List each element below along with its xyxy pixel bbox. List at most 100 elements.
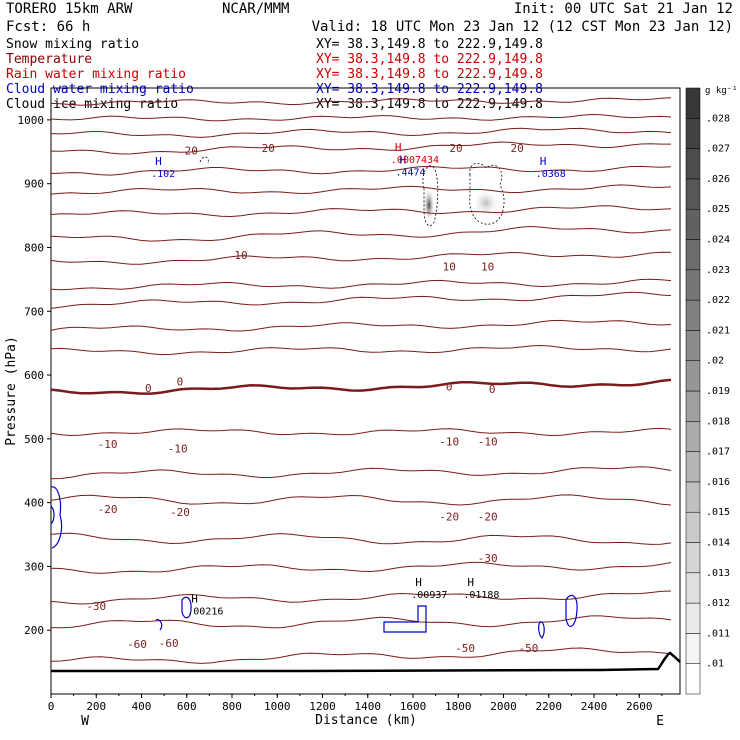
maximum-value: .01188 (463, 590, 499, 601)
colorbar-cell (685, 208, 701, 240)
isotherm-line (50, 466, 672, 480)
y-axis-title: Pressure (hPa) (4, 336, 19, 446)
legend-xy: XY= 38.3,149.8 to 222.9,149.8 (316, 97, 543, 112)
isotherm-label: -30 (86, 600, 106, 613)
isotherm-label: -60 (127, 638, 147, 651)
plot-frame (50, 87, 681, 695)
y-tick-label: 700 (24, 305, 44, 318)
maximum-value: .102 (151, 169, 175, 180)
colorbar-cell (685, 330, 701, 361)
colorbar-tick-label: .021 (706, 325, 730, 336)
isotherm-line (50, 113, 672, 122)
isotherm-label: -20 (98, 503, 118, 516)
y-tick-label: 1000 (18, 114, 45, 127)
isotherm-line (50, 319, 672, 332)
y-tick-label: 200 (24, 624, 44, 637)
isotherm-line (50, 494, 672, 506)
cloud-water-contour (565, 594, 578, 627)
x-tick-label: 800 (222, 700, 242, 713)
maximum-value: .00216 (187, 607, 223, 618)
isotherm-label: 0 (145, 382, 152, 395)
colorbar-cell (685, 118, 701, 149)
isotherm-label: -10 (98, 438, 118, 451)
axes: 0 200 400 600 800 1000 1200 1400 1600 1800 2000 220… (18, 114, 663, 713)
colorbar-cell (685, 481, 701, 513)
cloud-water-contour (50, 486, 63, 549)
colorbar-tick-label: .022 (706, 295, 730, 306)
x-axis-title: Distance (km) (315, 713, 417, 728)
legend-xy: XY= 38.3,149.8 to 222.9,149.8 (316, 52, 543, 67)
colorbar-tick-label: .017 (706, 447, 730, 458)
y-tick-label: 900 (24, 178, 44, 191)
y-tick-label: 600 (24, 369, 44, 382)
x-tick-label: 2200 (536, 700, 563, 713)
ice-max-shading (472, 189, 500, 217)
colorbar-tick-label: .016 (706, 477, 730, 488)
colorbar-tick-label: .026 (706, 174, 730, 185)
header-valid: Valid: 18 UTC Mon 23 Jan 12 (12 CST Mon … (312, 19, 733, 35)
y-tick-label: 500 (24, 433, 44, 446)
isotherm-line (50, 184, 672, 195)
terrain-line (51, 651, 681, 673)
x-tick-label: 1200 (309, 700, 336, 713)
isotherm-line (50, 278, 672, 291)
ice-max-shading (423, 187, 435, 223)
colorbar-cell (685, 360, 701, 392)
colorbar-tick-label: .014 (706, 538, 730, 549)
isotherm-label: 10 (234, 249, 247, 262)
isotherm-label: -60 (159, 637, 179, 650)
isotherm-line (50, 427, 672, 437)
isotherm-label: 0 (489, 383, 496, 396)
isotherm-line (50, 97, 672, 106)
legend-label: Snow mixing ratio (6, 37, 139, 52)
isotherm-label: 20 (262, 142, 275, 155)
header-fcst: Fcst: 66 h (6, 19, 90, 35)
isotherm-label: -10 (439, 435, 459, 448)
isotherm-line (50, 615, 672, 629)
maximum-mark: H (399, 154, 406, 167)
x-axis-west-label: W (81, 714, 89, 729)
x-tick-label: 1000 (264, 700, 291, 713)
colorbar-cell (685, 148, 701, 180)
isotherm-label: -10 (478, 435, 498, 448)
colorbar-cell (685, 633, 701, 664)
isotherm-label: -20 (170, 506, 190, 519)
isotherm-line (50, 225, 672, 242)
isotherm-line (50, 344, 672, 356)
ice-contour (199, 156, 209, 165)
cloud-water-contours (50, 486, 578, 639)
x-tick-label: 400 (132, 700, 152, 713)
maximum-mark: H (540, 155, 547, 168)
colorbar-tick-label: .028 (706, 113, 730, 124)
cloud-water-contour (155, 619, 163, 631)
x-tick-label: 2000 (490, 700, 517, 713)
temperature-isotherms (50, 97, 672, 664)
colorbar-tick-label: .013 (706, 568, 730, 579)
x-tick-label: 0 (48, 700, 55, 713)
field-legend: Snow mixing ratio XY= 38.3,149.8 to 222.9… (6, 37, 543, 112)
isotherm-line (50, 647, 672, 664)
colorbar: .01 .011 .012 .013 .014 .015 .016 .017 .018 .019.… (685, 87, 730, 695)
colorbar-tick-label: .018 (706, 416, 730, 427)
colorbar-tick-label: .024 (706, 235, 730, 246)
isotherm-line (50, 590, 672, 605)
colorbar-cell (685, 663, 701, 695)
header-model: TORERO 15km ARW (6, 1, 133, 17)
y-tick-label: 400 (24, 497, 44, 510)
colorbar-tick-label: .025 (706, 204, 730, 215)
isotherm-label: 10 (443, 261, 456, 274)
legend-xy: XY= 38.3,149.8 to 222.9,149.8 (316, 37, 543, 52)
cloud-ice-shading (199, 156, 505, 227)
colorbar-cell (685, 542, 701, 574)
cloud-water-contour (181, 596, 192, 619)
isotherm-labels: -60 -60 -50 -50 -30 -30 -20 -20 -20 -20 -10 -10 -10 -… (86, 142, 538, 655)
cloud-water-contour (383, 605, 427, 633)
header-init: Init: 00 UTC Sat 21 Jan 12 (514, 1, 733, 17)
maximum-value: .0368 (536, 169, 566, 180)
x-axis-east-label: E (656, 714, 664, 729)
header-center: NCAR/MMM (222, 1, 289, 17)
colorbar-cell (685, 451, 701, 483)
maximum-mark: H (191, 593, 198, 606)
y-tick-label: 300 (24, 560, 44, 573)
x-tick-label: 1800 (445, 700, 472, 713)
